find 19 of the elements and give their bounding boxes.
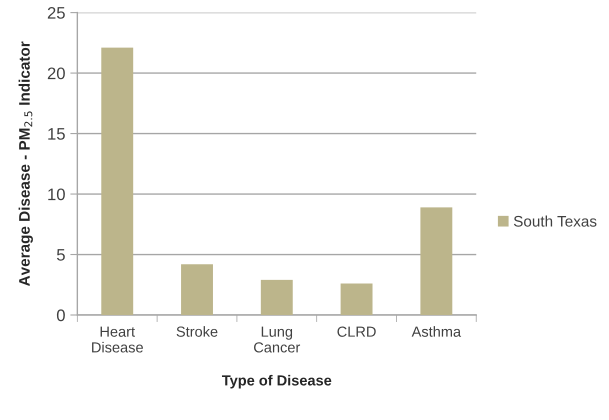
- x-tick-label: Lung Cancer: [254, 326, 300, 353]
- x-tick-label: Heart Disease: [92, 326, 143, 353]
- bar: [181, 264, 213, 315]
- x-tick-label: Stroke: [176, 326, 218, 337]
- y-tick-label: 5: [56, 249, 65, 261]
- y-tick-label: 10: [48, 188, 65, 200]
- bar: [420, 207, 452, 315]
- bar: [340, 284, 373, 315]
- x-tick-label: CLRD: [337, 326, 376, 337]
- x-tick-label: Asthma: [412, 326, 462, 337]
- y-tick-label: 15: [48, 128, 65, 140]
- y-tick-label: 20: [48, 67, 65, 80]
- y-axis-title: Average Disease - PM$_{2.5}$ Indicator: [18, 42, 33, 286]
- y-tick-label: 25: [48, 7, 65, 19]
- y-tick-label: 0: [56, 309, 65, 322]
- legend-label: South Texas: [514, 215, 596, 227]
- x-axis-title: Type of Disease: [222, 374, 332, 388]
- bar: [260, 280, 293, 315]
- bar: [101, 48, 134, 315]
